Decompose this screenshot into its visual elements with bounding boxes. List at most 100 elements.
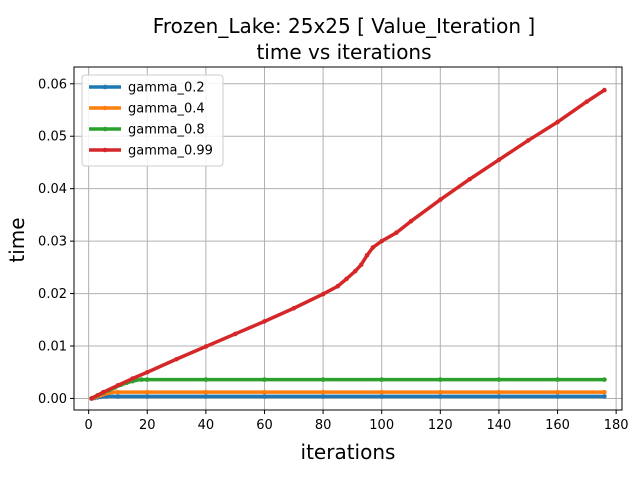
data-point [379, 389, 385, 395]
data-point [438, 197, 443, 202]
data-point [320, 377, 326, 382]
data-point [353, 268, 358, 274]
data-point [144, 394, 150, 399]
x-tick-label: 80 [315, 418, 332, 433]
data-point [115, 389, 121, 395]
legend-item: gamma_0.99 [89, 144, 213, 159]
chart-title: Frozen_Lake: 25x25 [ Value_Iteration ] [153, 14, 535, 38]
legend-marker [102, 147, 108, 153]
legend-label: gamma_0.2 [128, 81, 205, 96]
data-point [115, 383, 121, 388]
data-point [602, 377, 607, 382]
x-tick-label: 100 [369, 418, 394, 433]
data-point [467, 176, 472, 182]
legend-marker [102, 126, 108, 132]
data-point [262, 319, 267, 324]
chart-subtitle: time vs iterations [256, 40, 431, 64]
data-point [203, 377, 209, 382]
y-tick-label: 0.00 [38, 392, 67, 407]
data-point [232, 331, 238, 337]
data-point [496, 157, 502, 163]
data-point [174, 356, 179, 362]
x-axis: 0 20 40 60 80 100 120 140 160 180 [85, 410, 629, 433]
x-axis-label: iterations [301, 440, 396, 464]
legend-label: gamma_0.8 [128, 123, 205, 138]
data-point [262, 394, 267, 399]
y-tick-label: 0.04 [38, 182, 67, 197]
legend-label: gamma_0.99 [128, 144, 213, 159]
legend-box [81, 74, 224, 167]
data-point [438, 389, 443, 395]
y-tick-label: 0.06 [38, 77, 67, 92]
legend-label: gamma_0.4 [128, 102, 205, 117]
data-point [144, 377, 150, 382]
data-point [379, 394, 385, 399]
y-axis: 0.00 0.01 0.02 0.03 0.04 0.05 0.06 [38, 77, 74, 407]
data-point [344, 276, 349, 282]
data-point [525, 138, 531, 143]
data-point [320, 389, 326, 395]
y-tick-label: 0.05 [38, 130, 67, 145]
data-point [496, 394, 502, 399]
data-point [379, 238, 385, 244]
data-point [364, 252, 370, 258]
y-tick-label: 0.01 [38, 340, 67, 355]
data-point [262, 377, 267, 382]
x-tick-label: 180 [604, 418, 629, 433]
data-point [602, 394, 607, 399]
data-point [602, 87, 607, 93]
data-point [203, 389, 209, 395]
data-point [335, 283, 341, 289]
data-point [555, 389, 560, 395]
y-tick-label: 0.03 [38, 235, 67, 250]
x-tick-label: 160 [545, 418, 570, 433]
data-point [320, 394, 326, 399]
data-point [496, 377, 502, 382]
data-point [555, 119, 560, 125]
data-point [555, 394, 560, 399]
data-point [262, 389, 267, 395]
legend: gamma_0.2 gamma_0.4 gamma_0.8 gamma_0.99 [81, 74, 224, 167]
series-lines [89, 87, 607, 401]
data-point [130, 376, 135, 381]
data-point [291, 305, 297, 311]
plot-frame [73, 66, 623, 411]
data-point [584, 99, 590, 104]
legend-marker [102, 84, 108, 90]
data-point [408, 218, 414, 224]
data-point [496, 389, 502, 395]
x-tick-label: 0 [85, 418, 93, 433]
legend-item: gamma_0.8 [89, 123, 205, 138]
gridlines [74, 67, 622, 410]
y-axis-label: time [5, 217, 29, 262]
x-tick-label: 140 [487, 418, 512, 433]
y-tick-label: 0.02 [38, 287, 67, 302]
data-point [555, 377, 560, 382]
data-point [144, 369, 150, 375]
data-point [203, 344, 209, 349]
data-point [320, 291, 326, 297]
data-point [115, 394, 121, 399]
series-gamma_0.99 [89, 87, 607, 401]
legend-marker [102, 105, 108, 111]
data-point [89, 396, 94, 401]
data-point [358, 262, 364, 268]
data-point [144, 389, 150, 395]
x-tick-label: 120 [428, 418, 453, 433]
x-tick-label: 60 [256, 418, 273, 433]
legend-item: gamma_0.2 [89, 81, 205, 96]
data-point [394, 230, 399, 236]
x-tick-label: 20 [139, 418, 156, 433]
data-point [139, 377, 144, 382]
legend-item: gamma_0.4 [89, 102, 205, 117]
data-point [370, 245, 376, 250]
data-point [101, 389, 106, 395]
data-point [438, 377, 443, 382]
data-point [438, 394, 443, 399]
x-tick-label: 40 [198, 418, 215, 433]
data-point [602, 389, 607, 395]
series-gamma_0.2 [89, 394, 607, 401]
data-point [379, 377, 385, 382]
data-point [203, 394, 209, 399]
